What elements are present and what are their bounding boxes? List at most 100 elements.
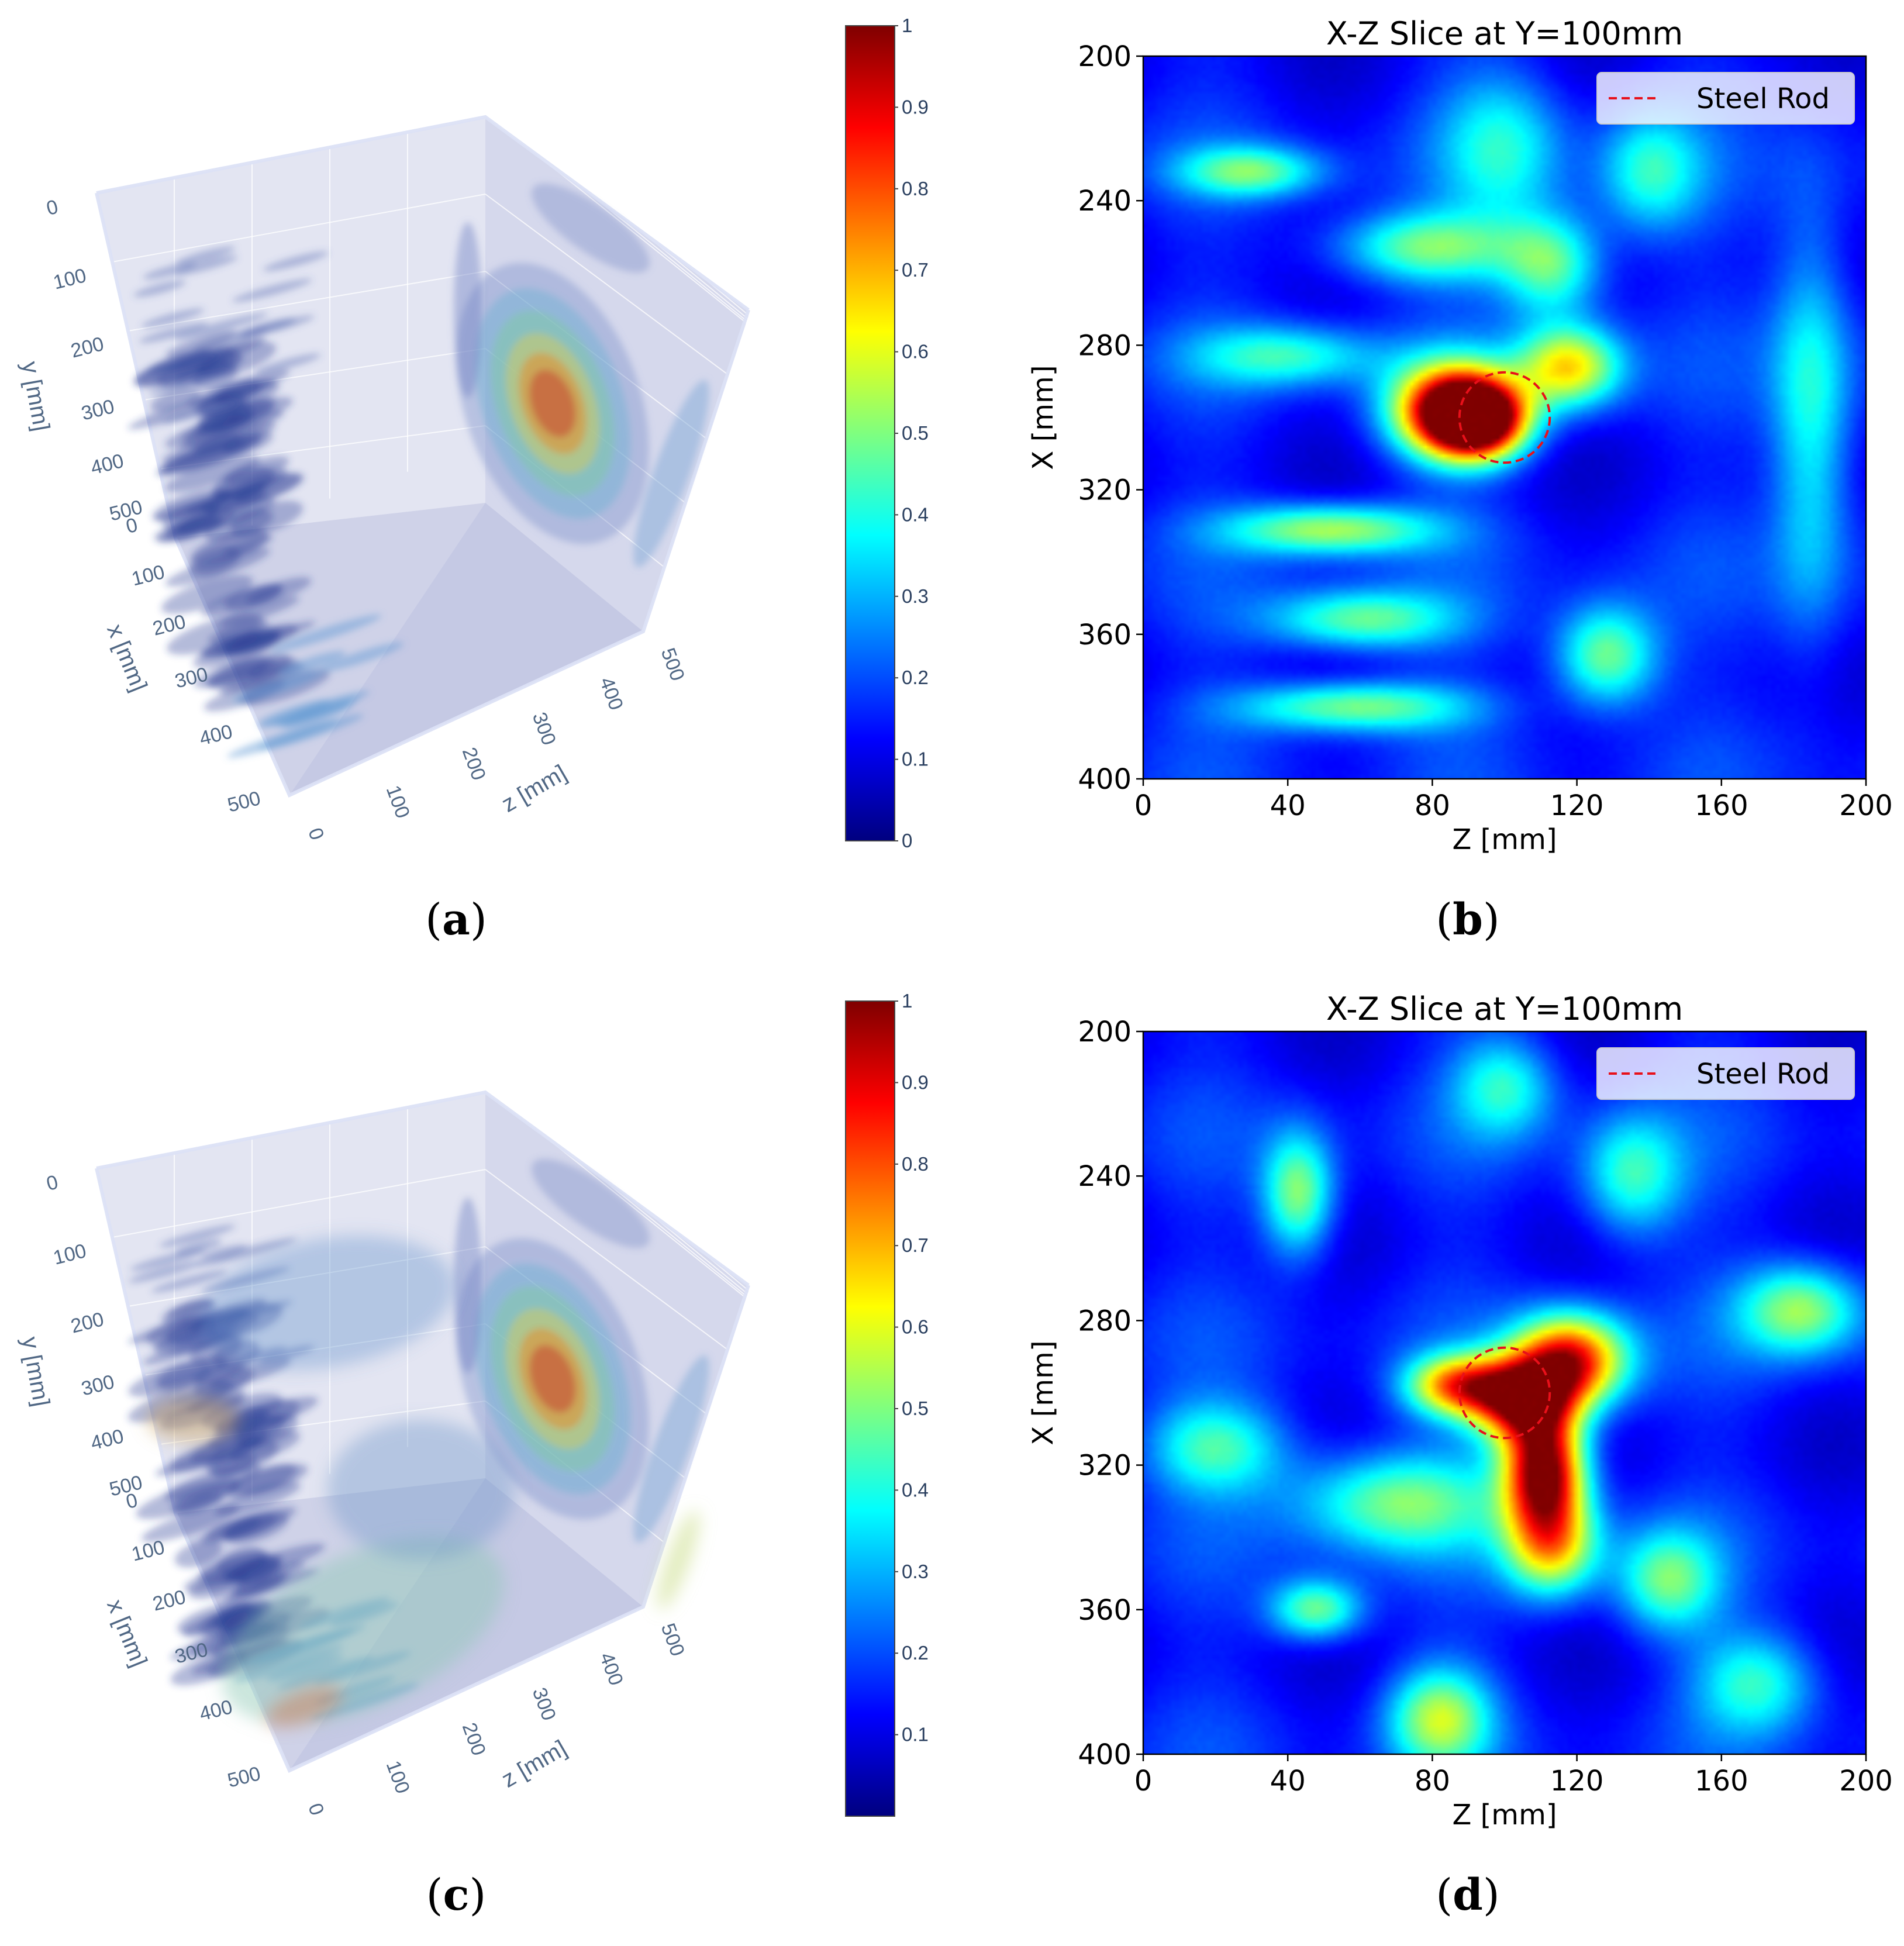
volume-gridline <box>485 1169 728 1350</box>
volume-gridline <box>695 1246 795 1331</box>
isosurface-group <box>146 1236 700 1727</box>
isosurface-fragment <box>141 308 205 328</box>
plot-frame <box>1142 1030 1867 1755</box>
isosurface-fragment <box>271 615 382 653</box>
legend-box <box>1596 72 1855 125</box>
colorbar-tick-label: 1 <box>902 15 912 36</box>
x-tick-label: 500 <box>225 787 263 817</box>
isosurface-fragment <box>232 671 323 703</box>
volume-gridline <box>590 194 795 361</box>
z-tick-label: 400 <box>595 674 627 713</box>
volume-gridline <box>143 348 486 401</box>
isosurface-fragment <box>258 714 364 750</box>
y-tick-label: 360 <box>1078 619 1132 651</box>
y-axis-label: X [mm] <box>1027 365 1060 470</box>
isosurface-fragment <box>174 256 238 275</box>
steel-rod-marker <box>1458 1346 1551 1440</box>
x-tick-label: 100 <box>129 1536 167 1566</box>
isosurface-fragment <box>130 1248 206 1271</box>
z-tick-label: 100 <box>382 1758 414 1796</box>
isosurface-fragment <box>454 1198 482 1373</box>
heatmap-slice: X-Z Slice at Y=100mm 0 40 80 120 160 200 Z [mm]… <box>1027 15 1893 854</box>
colorbar-tick-label: 0.4 <box>902 503 929 525</box>
colorbar-panel-a: 0 0.1 0.2 0.3 0.4 0.5 0.6 0.7 0.8 0.9 1 <box>795 0 947 854</box>
isosurface-fragment <box>156 349 243 388</box>
colorbar-tick-label: 0.1 <box>902 1724 929 1745</box>
heatmap-slice: X-Z Slice at Y=100mm 0 40 80 120 160 200 Z [mm]… <box>1027 991 1893 1829</box>
colorbar-tick-label: 0.6 <box>902 1316 929 1338</box>
z-tick-label: 200 <box>458 1720 490 1758</box>
isosurface-fragment <box>260 691 370 728</box>
volume-3d-plot: 0 100 200 300 400 500 y [mm] 0 100 200 300 400 500 x … <box>17 115 795 843</box>
isosurface-fragment <box>265 1685 343 1727</box>
x-tick-label: 0 <box>1134 789 1153 822</box>
y-tick-label: 300 <box>79 1371 116 1400</box>
colorbar-panel-c: 0.1 0.2 0.3 0.4 0.5 0.6 0.7 0.8 0.9 1 <box>795 975 947 1829</box>
y-axis-title: y [mm] <box>17 1335 54 1409</box>
y-tick-label: 280 <box>1078 1305 1132 1337</box>
y-tick-label: 200 <box>68 333 106 363</box>
isosurface-fragment <box>190 1429 270 1464</box>
isosurface-fragment <box>263 251 329 271</box>
isosurface-fragment <box>159 1224 236 1247</box>
y-tick-label: 300 <box>79 395 116 425</box>
isosurface-fragment <box>165 455 260 492</box>
isosurface-fragment <box>149 370 233 395</box>
isosurface-fragment <box>146 1396 240 1443</box>
colorbar-tick-label: 0.3 <box>902 1561 929 1582</box>
caption-b: (b) <box>1436 895 1500 945</box>
isosurface-fragment <box>454 222 482 398</box>
x-axis-title: x [mm] <box>102 1596 152 1671</box>
y-tick-label: 0 <box>44 1171 61 1195</box>
isosurface-fragment <box>151 1270 227 1293</box>
colorbar-tick-label: 0.8 <box>902 178 929 199</box>
heatmap-panel-d: X-Z Slice at Y=100mm 0 40 80 120 160 200 Z [mm]… <box>994 975 1904 1829</box>
colorbar-gradient <box>845 1000 895 1817</box>
isosurface-fragment <box>175 246 236 265</box>
x-tick-label: 300 <box>173 663 210 693</box>
volume-box-edge <box>96 1090 750 1287</box>
x-tick-label: 400 <box>197 720 234 750</box>
x-tick-label: 80 <box>1415 1765 1450 1797</box>
isosurface-fragment <box>133 280 186 297</box>
z-tick-label: 300 <box>528 709 560 748</box>
isosurface-fragment <box>230 1558 282 1583</box>
x-tick-label: 200 <box>1839 789 1893 822</box>
isosurface-fragment <box>192 422 277 454</box>
caption-c: (c) <box>426 1870 487 1920</box>
isosurface-fragment <box>215 621 316 656</box>
x-tick-label: 100 <box>129 561 167 591</box>
isosurface-fragment <box>532 183 650 273</box>
caption-a: (a) <box>425 895 487 945</box>
colorbar-tick-label: 0 <box>902 830 912 851</box>
y-tick-label: 240 <box>1078 1160 1132 1193</box>
colorbar-tick-label: 0.9 <box>902 1071 929 1093</box>
isosurface-fragment <box>161 575 253 614</box>
x-axis-title: x [mm] <box>102 620 152 695</box>
volume-box-face <box>96 117 485 795</box>
plot-frame <box>1142 55 1867 780</box>
isosurface-fragment <box>633 379 709 568</box>
volume-gridline <box>643 232 795 359</box>
z-tick-label: 0 <box>303 825 328 843</box>
z-axis-title: z [mm] <box>498 760 571 817</box>
colorbar-tick-label: 0.7 <box>902 1234 929 1256</box>
colorbar-tick-label: 0.8 <box>902 1153 929 1175</box>
x-tick-label: 0 <box>1134 1765 1153 1797</box>
colorbar-tick-label: 0.3 <box>902 585 929 607</box>
y-tick-label: 360 <box>1078 1594 1132 1627</box>
x-tick-label: 200 <box>1839 1765 1893 1797</box>
isosurface-fragment <box>221 1536 504 1725</box>
legend-label: Steel Rod <box>1696 82 1830 115</box>
z-tick-label: 200 <box>458 744 490 783</box>
isosurface-level <box>529 370 576 437</box>
steel-rod-marker <box>1458 371 1551 464</box>
z-tick-label: 400 <box>595 1650 627 1688</box>
x-tick-label: 200 <box>150 1586 188 1616</box>
isosurface-fragment <box>161 1299 216 1324</box>
isosurface-fragment <box>201 584 283 617</box>
chart-title: X-Z Slice at Y=100mm <box>1326 991 1683 1027</box>
isosurface-fragment <box>223 534 274 555</box>
isosurface-fragment <box>234 1571 289 1596</box>
volume-3d-panel-c: 0 100 200 300 400 500 y [mm] 0 100 200 300 400 500 x … <box>0 975 795 1829</box>
